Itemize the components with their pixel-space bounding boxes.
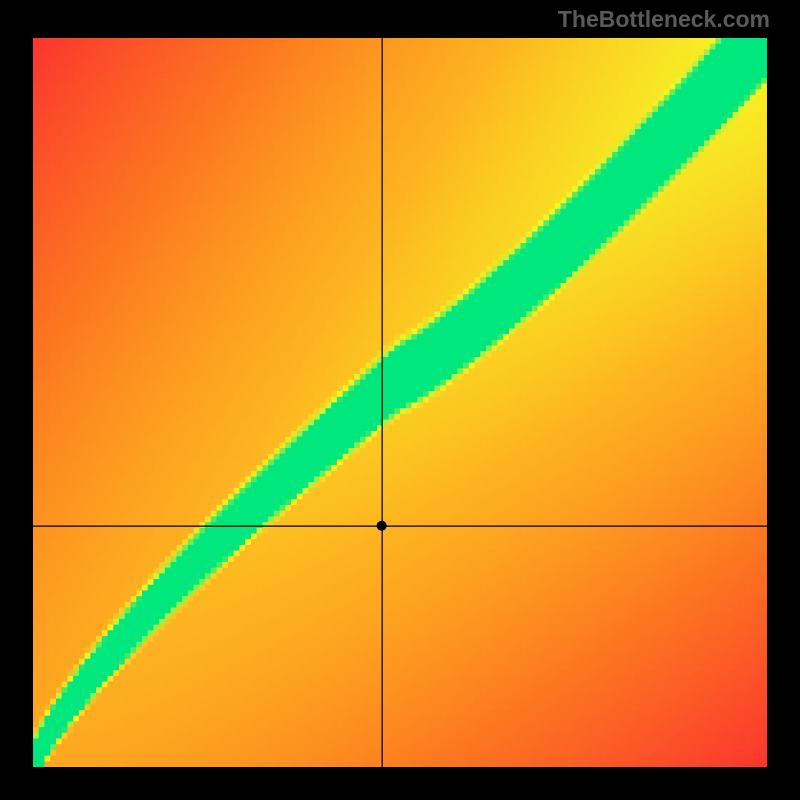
bottleneck-heatmap (33, 38, 767, 767)
watermark-text: TheBottleneck.com (558, 6, 770, 33)
chart-container: TheBottleneck.com (0, 0, 800, 800)
